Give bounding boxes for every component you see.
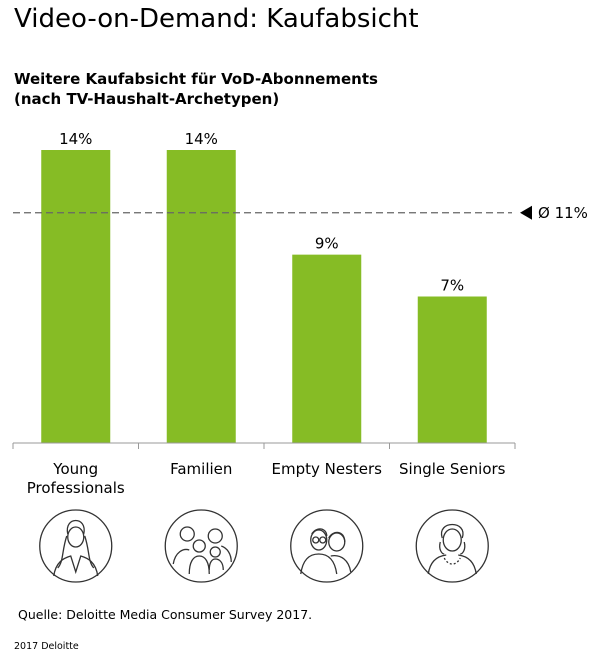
bar [292,254,362,443]
bar-value-label: 9% [315,235,339,253]
category-label: Professionals [27,479,125,497]
bar-value-label: 14% [59,130,92,148]
chart-subtitle-line-1: Weitere Kaufabsicht für VoD-Abonnements [14,70,378,88]
average-marker-icon [520,205,532,220]
bar [417,296,487,443]
source-note: Quelle: Deloitte Media Consumer Survey 2… [18,607,313,622]
chart-subtitle-line-2: (nach TV-Haushalt-Archetypen) [14,90,280,108]
average-label: Ø 11% [538,204,588,222]
category-label: Single Seniors [399,460,506,478]
senior-woman-icon [415,509,489,583]
category-label: Young [52,460,98,478]
page-title: Video-on-Demand: Kaufabsicht [14,4,419,34]
bar [166,150,236,443]
bar [41,150,111,443]
bar-value-label: 14% [185,130,218,148]
copyright: 2017 Deloitte [14,641,79,652]
bar-value-label: 7% [440,277,464,295]
category-label: Empty Nesters [272,460,383,478]
young-professional-woman-icon [39,509,113,583]
family-icon [164,509,238,583]
couple-icon [290,509,364,583]
category-label: Familien [170,460,232,478]
